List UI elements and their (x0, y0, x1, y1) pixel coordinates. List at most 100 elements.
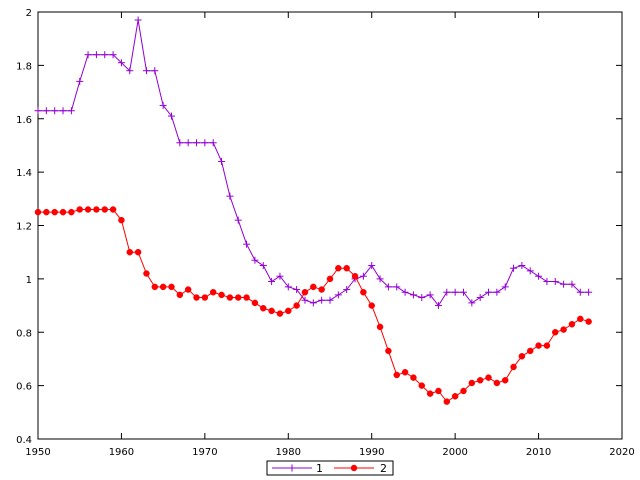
data-point (585, 288, 593, 296)
axis-tick-labels: 1950 1960 1970 1980 1990 2000 2010 2020 0.4 0.6 0.… (16, 8, 635, 458)
data-point (393, 371, 400, 379)
legend-box (266, 460, 394, 476)
data-point (126, 248, 134, 256)
x-tick-label: 1950 (25, 447, 50, 458)
y-tick-label: 0.4 (16, 435, 32, 446)
data-point (376, 323, 384, 331)
data-point (410, 374, 417, 381)
data-point (576, 288, 584, 296)
data-point (459, 288, 467, 296)
data-point (142, 67, 150, 75)
data-point (535, 342, 542, 349)
data-point (552, 329, 559, 336)
data-point (43, 208, 50, 216)
data-point (268, 307, 275, 315)
data-point (418, 294, 426, 302)
data-point (343, 286, 351, 294)
y-tick-label: 1.2 (16, 222, 32, 233)
data-point (401, 288, 409, 296)
data-point (151, 283, 159, 291)
data-point (176, 291, 184, 299)
data-point (201, 139, 209, 147)
data-point (468, 379, 476, 387)
data-point (284, 283, 292, 291)
data-point (526, 347, 534, 355)
data-point (376, 275, 384, 283)
data-point (359, 272, 367, 280)
data-point (184, 139, 192, 147)
y-tick-label: 0.6 (16, 382, 32, 393)
data-point (460, 387, 467, 395)
data-point (485, 374, 492, 381)
data-point (168, 283, 175, 291)
data-point (426, 291, 434, 299)
data-point (585, 318, 592, 325)
data-point (109, 206, 117, 213)
data-point (293, 286, 301, 294)
data-point (426, 390, 434, 397)
data-point (201, 294, 209, 301)
data-point (209, 139, 217, 147)
data-point (260, 304, 267, 312)
data-point (59, 208, 67, 216)
data-point (451, 288, 459, 296)
data-point (501, 377, 509, 384)
data-point (143, 270, 150, 277)
data-point (309, 299, 317, 307)
y-tick-label: 2 (26, 8, 32, 19)
data-point (301, 296, 309, 304)
y-tick-label: 0.8 (16, 328, 32, 339)
data-point (443, 398, 451, 405)
data-point (526, 267, 534, 275)
data-point (326, 296, 334, 304)
x-tick-label: 1970 (192, 447, 217, 458)
data-point (568, 280, 576, 288)
data-point (285, 307, 292, 315)
data-point (351, 272, 359, 280)
x-tick-label: 1960 (109, 447, 134, 458)
data-point (510, 363, 517, 371)
y-tick-label: 1.4 (16, 168, 32, 179)
data-point (368, 262, 376, 270)
data-point (109, 51, 117, 59)
data-point (393, 283, 401, 291)
x-tick-label: 2010 (526, 447, 551, 458)
y-tick-label: 1.6 (16, 115, 32, 126)
data-point (243, 294, 250, 301)
data-point (418, 382, 426, 389)
data-point (485, 288, 493, 296)
data-point (343, 264, 350, 272)
data-point (510, 264, 518, 272)
data-point (234, 216, 242, 224)
data-point (384, 283, 392, 291)
data-point (493, 288, 501, 296)
series-layer (34, 16, 593, 405)
data-point (134, 16, 142, 24)
legend-label-series-2: 2 (380, 462, 387, 475)
data-point (151, 67, 159, 75)
data-point (409, 291, 417, 299)
data-point (51, 208, 58, 216)
data-point (493, 379, 501, 387)
data-point (159, 101, 167, 109)
legend-label-series-1: 1 (316, 462, 323, 475)
data-point (518, 262, 526, 270)
data-point (268, 278, 276, 286)
legend-marker-series-2 (350, 464, 358, 472)
x-tick-label: 2020 (609, 447, 634, 458)
data-point (443, 288, 451, 296)
data-point (276, 272, 284, 280)
data-point (501, 283, 509, 291)
data-point (401, 369, 409, 376)
data-point (218, 291, 225, 299)
data-point (59, 107, 67, 115)
x-tick-label: 2000 (442, 447, 467, 458)
data-point (51, 107, 59, 115)
data-point (118, 216, 125, 224)
data-point (101, 51, 109, 59)
data-point (451, 393, 459, 400)
data-point (551, 278, 559, 286)
data-point (577, 315, 584, 323)
data-point (193, 139, 201, 147)
